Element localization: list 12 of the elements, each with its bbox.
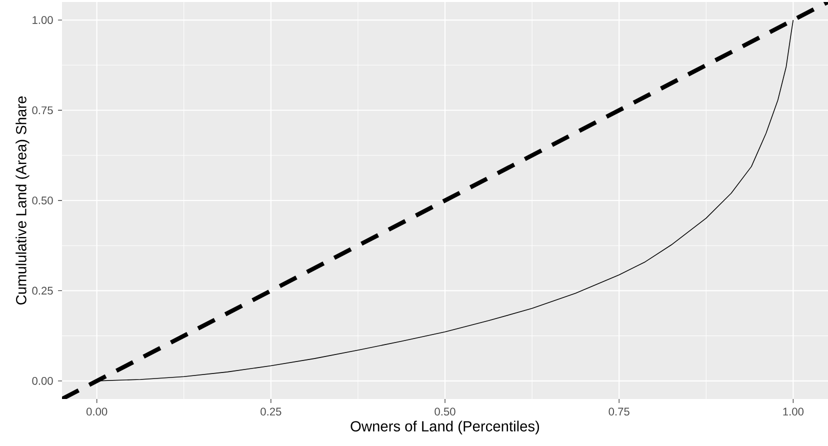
x-tick-label: 0.75 [608, 408, 630, 416]
y-tick-label: 1.00 [32, 16, 53, 24]
x-tick-label: 0.50 [434, 408, 456, 416]
x-tick-label: 0.25 [260, 408, 282, 416]
x-axis-title: Owners of Land (Percentiles) [350, 420, 540, 434]
y-tick-label: 0.25 [32, 286, 53, 295]
y-axis-title: Cumululative Land (Area) Share [16, 96, 30, 304]
y-tick-label: 0.75 [32, 106, 53, 114]
x-tick-label: 0.00 [86, 408, 108, 416]
y-tick-label: 0.50 [32, 196, 53, 204]
x-tick-label: 1.00 [783, 408, 804, 416]
y-tick-label: 0.00 [32, 377, 53, 385]
